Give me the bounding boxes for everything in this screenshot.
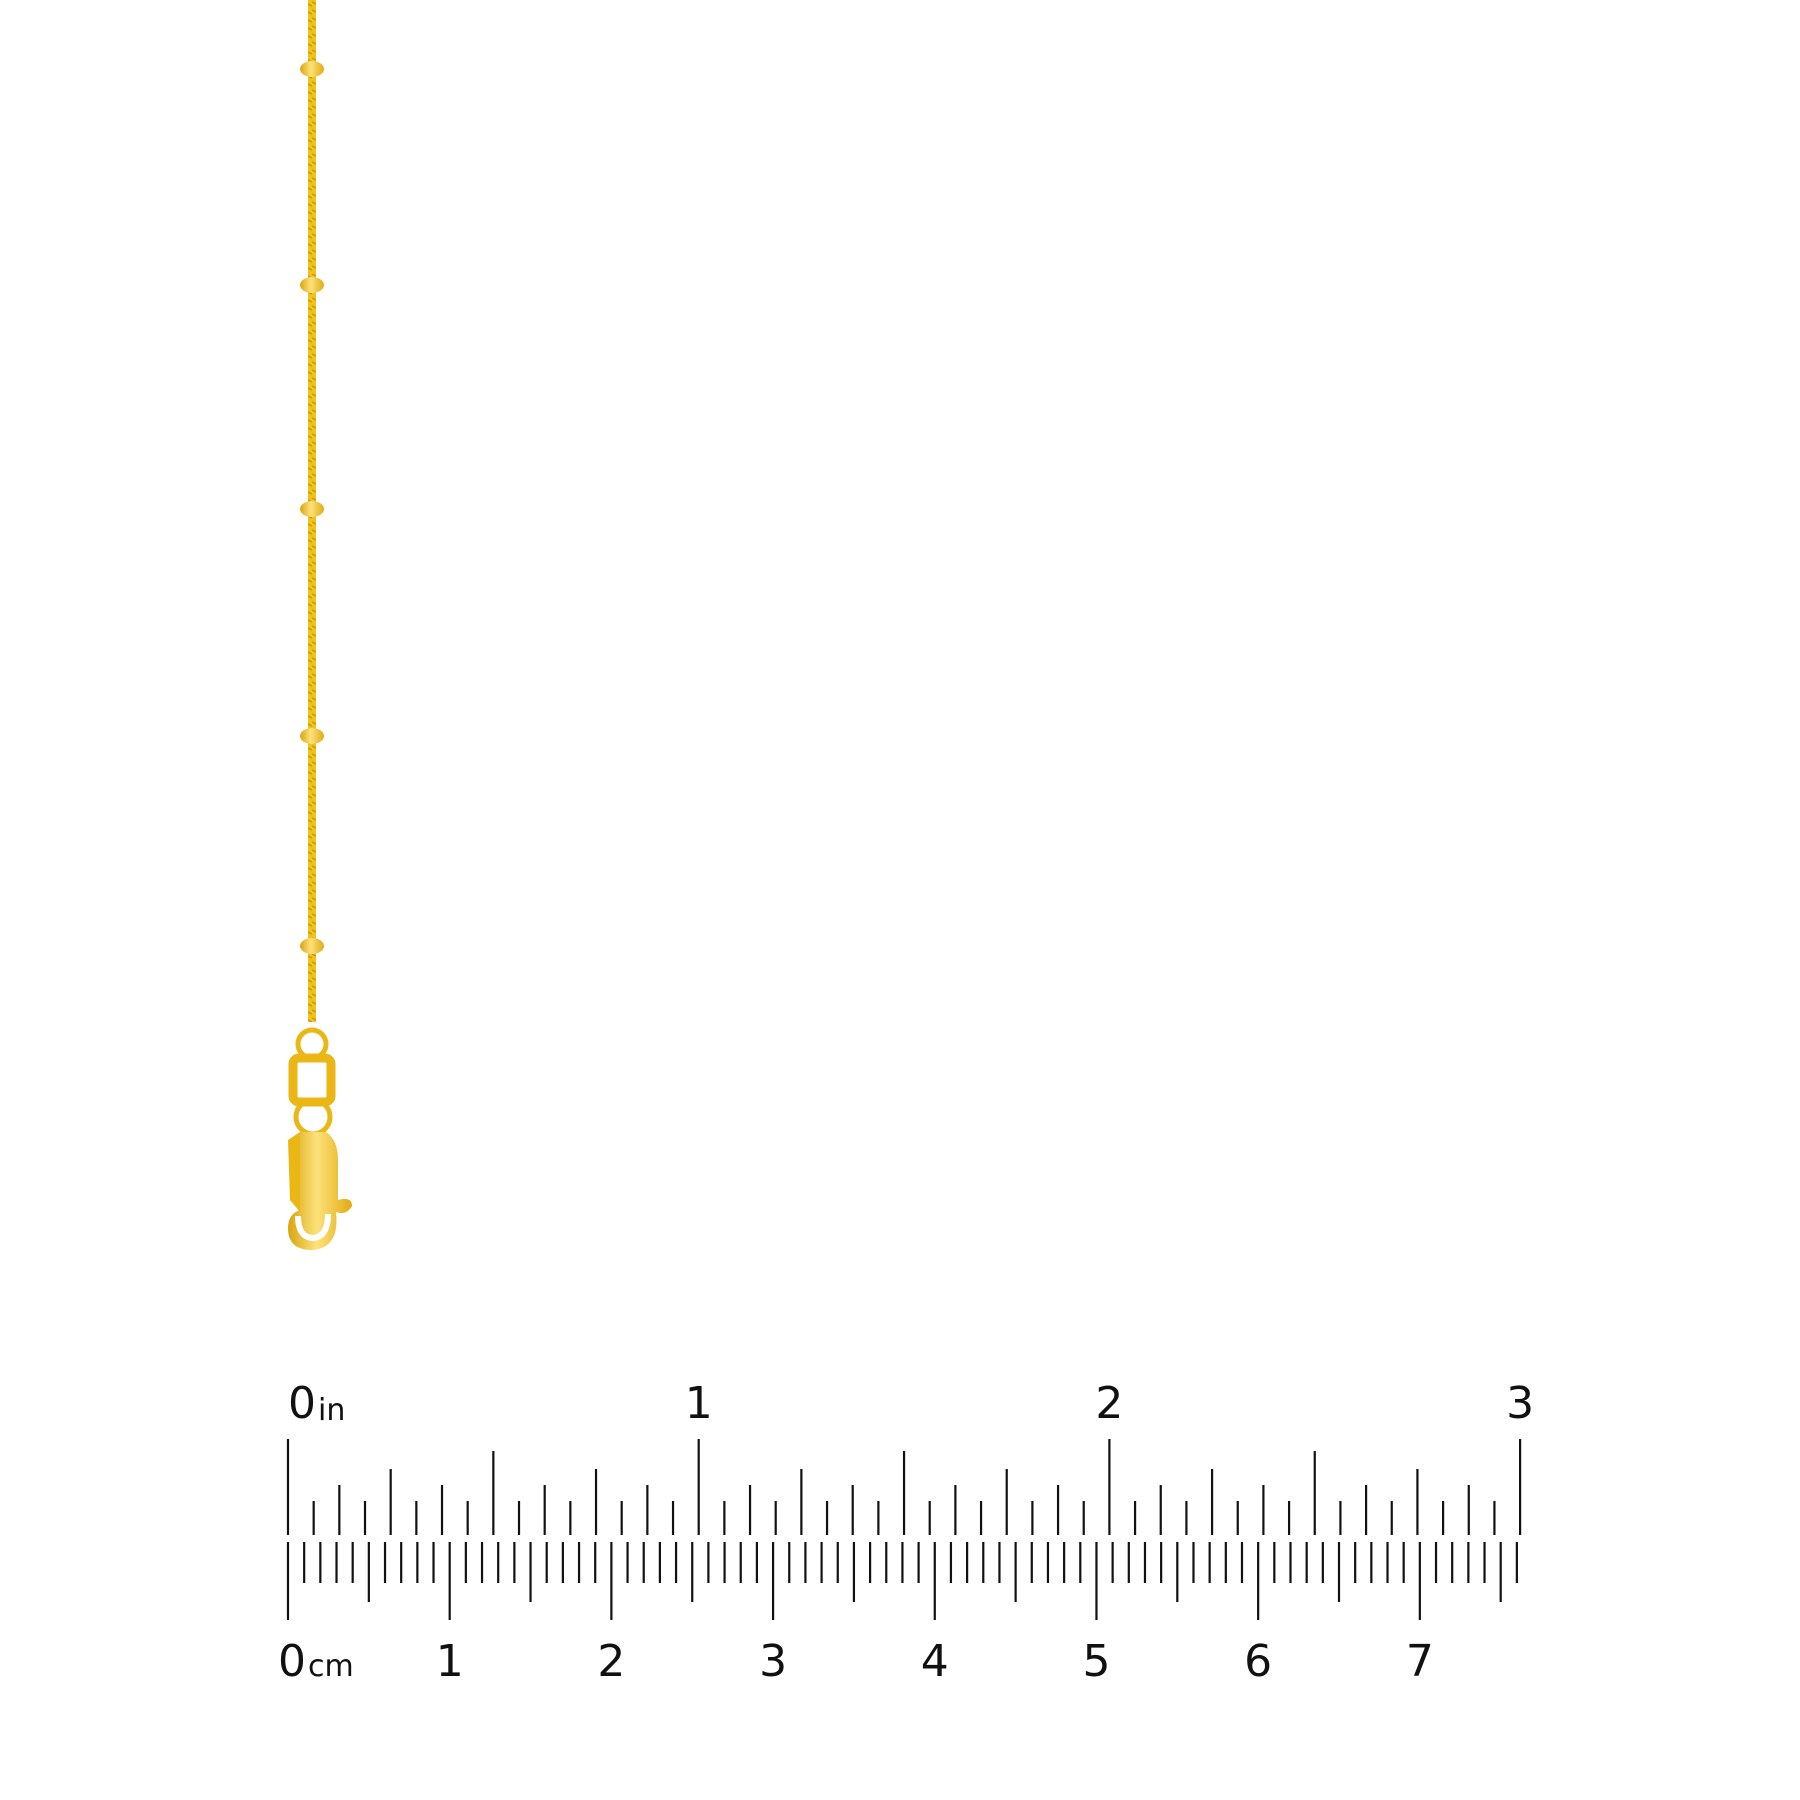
inch-unit-label: in bbox=[318, 1393, 345, 1428]
cm-label: 3 bbox=[759, 1636, 787, 1687]
cm-label: 6 bbox=[1244, 1636, 1272, 1687]
inch-label: 3 bbox=[1506, 1378, 1534, 1429]
cm-label: 0 bbox=[278, 1636, 306, 1687]
tag-link-icon bbox=[288, 1053, 336, 1107]
cm-label: 5 bbox=[1082, 1636, 1110, 1687]
bead bbox=[300, 728, 324, 744]
bead bbox=[300, 501, 324, 517]
necklace-chain bbox=[300, 0, 324, 1022]
clasp-body-icon bbox=[288, 1132, 352, 1250]
measurement-ruler: 0 in 1 2 30 cm 1 2 3 4 5 6 7 bbox=[278, 1378, 1534, 1687]
cm-label: 4 bbox=[921, 1636, 949, 1687]
inch-label: 2 bbox=[1095, 1378, 1123, 1429]
cm-unit-label: cm bbox=[308, 1649, 354, 1684]
cm-label: 2 bbox=[597, 1636, 625, 1687]
cm-label: 7 bbox=[1406, 1636, 1434, 1687]
bead bbox=[300, 938, 324, 954]
lobster-clasp bbox=[288, 1027, 352, 1250]
bead bbox=[300, 61, 324, 77]
bead bbox=[300, 277, 324, 293]
inch-label: 0 bbox=[288, 1378, 316, 1429]
inch-label: 1 bbox=[685, 1378, 713, 1429]
cm-label: 1 bbox=[436, 1636, 464, 1687]
